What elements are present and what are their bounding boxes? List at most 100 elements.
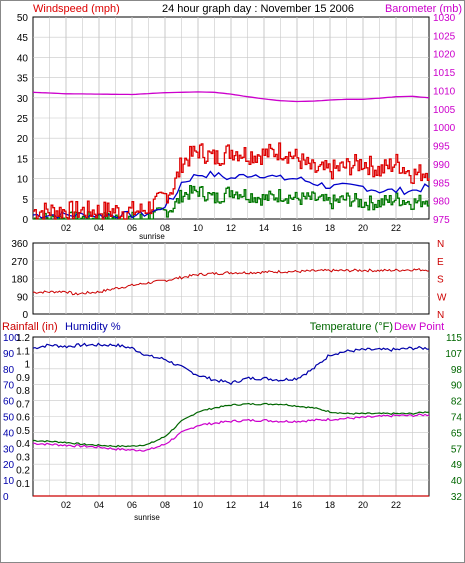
rainfall-y-tick: 0.3 [16,452,30,463]
humidity-y-tick: 10 [3,476,15,487]
x-tick-label: 04 [94,223,104,233]
direction-grid [33,243,429,314]
wind-y-tick: 20 [17,134,29,145]
barometer-line [32,91,430,103]
direction-y-tick: 270 [11,257,28,268]
temperature-y-tick: 82 [451,397,463,408]
rainfall-axis-label: Rainfall (in) [2,321,58,333]
barometer-y-tick: 995 [433,142,450,153]
temperature-y-tick: 65 [451,428,463,439]
wind-y-tick: 50 [17,13,29,24]
compass-tick: W [437,292,447,303]
rainfall-y-tick: 0.2 [16,466,30,477]
wind-direction-line [32,267,430,296]
x-tick-label: 14 [259,223,269,233]
wind-y-tick: 35 [17,74,29,85]
barometer-y-tick: 1020 [433,50,456,61]
temperature-y-tick: 98 [451,365,463,376]
humidity-y-tick: 40 [3,428,15,439]
humidity-y-tick: 60 [3,397,15,408]
rainfall-y-tick: 0.9 [16,373,30,384]
climate-x-ticks: 02 04 06 08 10 12 14 16 18 20 22 [61,500,401,510]
x-tick-label: 08 [160,500,170,510]
x-tick-label: 16 [292,223,302,233]
x-tick-label: 08 [160,223,170,233]
wind-y-tick: 5 [22,195,28,206]
x-tick-label: 20 [358,500,368,510]
temperature-y-tick: 32 [451,492,463,503]
direction-series-layer [32,267,430,296]
chart-title: 24 hour graph day : November 15 2006 [162,3,354,15]
x-tick-label: 12 [226,500,236,510]
x-tick-label: 16 [292,500,302,510]
temperature-y-tick: 57 [451,444,463,455]
compass-tick: N [437,239,444,250]
rainfall-y-tick: 1 [24,360,30,371]
humidity-y-tick: 30 [3,444,15,455]
wind-y-tick: 30 [17,94,29,105]
x-tick-label: 10 [193,223,203,233]
wind-y-tick: 10 [17,175,29,186]
humidity-y-tick: 0 [3,492,9,503]
temperature-y-tick: 107 [445,349,462,360]
dewpoint-axis-label: Dew Point [394,321,444,333]
barometer-axis-label: Barometer (mb) [385,3,462,15]
temperature-line [33,402,430,448]
rainfall-y-tick: 1.1 [16,346,30,357]
humidity-y-tick: 80 [3,365,15,376]
x-tick-label: 18 [325,500,335,510]
humidity-y-tick: 100 [3,333,20,344]
rainfall-y-tick: 0.7 [16,399,30,410]
humidity-y-tick: 70 [3,381,15,392]
wind-y-tick: 45 [17,33,29,44]
rainfall-y-tick: 0.1 [16,479,30,490]
humidity-y-tick: 20 [3,460,15,471]
wind-series-layer [32,91,430,220]
barometer-y-tick: 975 [433,215,450,226]
humidity-rain-y-ticks: 0 10 20 30 40 50 60 70 80 90 100 0.1 0.2 0.3 0.4 0.5 0.6… [3,333,30,503]
barometer-y-tick: 980 [433,197,450,208]
wind-y-tick: 15 [17,154,29,165]
wind-y-tick: 0 [22,215,28,226]
rainfall-y-tick: 1.2 [16,333,30,344]
temperature-y-tick: 49 [451,460,463,471]
windspeed-axis-label: Windspeed (mph) [33,3,120,15]
x-tick-label: 02 [61,500,71,510]
barometer-y-tick: 1025 [433,31,456,42]
humidity-y-tick: 90 [3,349,15,360]
barometer-y-tick: 1030 [433,13,456,24]
x-tick-label: 18 [325,223,335,233]
humidity-axis-label: Humidity % [65,321,121,333]
sunrise-label-bottom: sunrise [134,513,160,522]
direction-y-tick: 0 [22,310,28,321]
wind-y-tick: 40 [17,53,29,64]
humidity-y-tick: 50 [3,413,15,424]
x-tick-label: 22 [391,500,401,510]
direction-y-tick: 360 [11,239,28,250]
humidity-line [32,342,430,386]
temperature-y-tick: 40 [451,476,463,487]
barometer-y-tick: 1015 [433,68,456,79]
x-tick-label: 20 [358,223,368,233]
direction-degree-ticks: 0 90 180 270 360 [11,239,28,321]
climate-series-layer [32,342,430,497]
climate-panel: 0 10 20 30 40 50 60 70 80 90 100 0.1 0.2 0.3 0.4 0.5 0.6… [2,321,462,522]
windspeed-line [33,142,430,220]
rainfall-y-tick: 0.8 [16,386,30,397]
temperature-y-tick: 90 [451,381,463,392]
rainfall-y-tick: 0.6 [16,413,30,424]
compass-tick: S [437,275,444,286]
x-tick-label: 12 [226,223,236,233]
x-tick-label: 10 [193,500,203,510]
rainfall-y-tick: 0.4 [16,439,30,450]
wind-y-ticks: 0 5 10 15 20 25 30 35 40 45 50 [17,13,29,226]
x-tick-label: 22 [391,223,401,233]
rainfall-y-tick: 0.5 [16,426,30,437]
x-tick-label: 06 [127,500,137,510]
barometer-y-tick: 985 [433,178,450,189]
climate-grid [33,337,429,496]
compass-tick: E [437,257,444,268]
direction-y-tick: 90 [17,292,29,303]
x-tick-label: 14 [259,500,269,510]
